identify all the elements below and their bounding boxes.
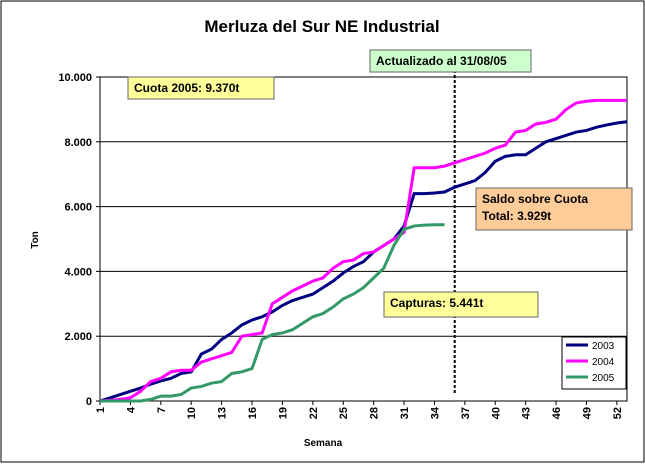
series-line	[99, 98, 627, 403]
x-tick-label: 31	[399, 407, 411, 419]
x-tick-label: 4	[125, 406, 137, 413]
chart-title: Merluza del Sur NE Industrial	[204, 17, 439, 36]
balance-note: Total: 3.929t	[482, 209, 551, 223]
plot-frame	[99, 76, 628, 402]
x-tick-label: 22	[308, 407, 320, 419]
quota-note: Cuota 2005: 9.370t	[134, 81, 239, 95]
balance-note-box	[475, 187, 633, 231]
x-tick-label: 46	[551, 407, 563, 419]
x-tick-label: 37	[460, 407, 472, 419]
legend-label: 2005	[592, 373, 615, 384]
x-tick-label: 49	[581, 407, 593, 419]
y-tick-label: 2.000	[64, 331, 92, 343]
x-tick-label: 19	[277, 407, 289, 419]
x-tick-label: 52	[612, 407, 624, 419]
x-axis-title: Semana	[304, 438, 343, 449]
x-tick-label: 40	[490, 407, 502, 419]
series-line	[100, 223, 445, 403]
y-tick-label: 8.000	[64, 137, 92, 149]
y-tick-label: 0	[86, 396, 92, 408]
y-tick-label: 4.000	[64, 266, 92, 278]
x-tick-label: 10	[186, 407, 198, 419]
balance-note: Saldo sobre Cuota	[482, 192, 588, 206]
series-line	[99, 120, 628, 403]
x-tick-label: 25	[338, 407, 350, 419]
legend-label: 2003	[592, 341, 615, 352]
y-axis-title: Ton	[30, 231, 41, 249]
catch-note-box	[383, 291, 539, 318]
legend-label: 2004	[592, 357, 615, 368]
update-note: Actualizado al 31/08/05	[376, 54, 507, 68]
catch-note: Capturas: 5.441t	[390, 296, 483, 310]
legend: 2003 2004 2005	[561, 336, 627, 390]
x-tick-label: 1	[95, 407, 107, 413]
quota-note-box	[127, 76, 275, 100]
update-note-box	[369, 49, 532, 73]
x-tick-label: 16	[247, 407, 259, 419]
x-tick-label: 13	[217, 407, 229, 419]
x-tick-label: 28	[369, 407, 381, 419]
y-tick-label: 6.000	[64, 202, 92, 214]
x-tick-label: 7	[156, 407, 168, 413]
x-tick-label: 43	[521, 407, 533, 419]
y-tick-label: 10.000	[58, 72, 92, 84]
x-tick-label: 34	[429, 406, 441, 419]
